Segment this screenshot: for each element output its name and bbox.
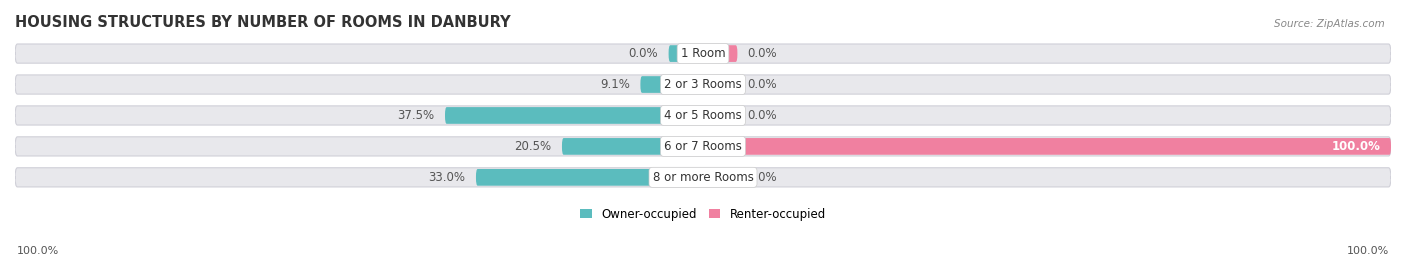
Text: 1 Room: 1 Room — [681, 47, 725, 60]
Text: 100.0%: 100.0% — [17, 246, 59, 256]
Text: 37.5%: 37.5% — [398, 109, 434, 122]
FancyBboxPatch shape — [15, 168, 1391, 187]
Text: 8 or more Rooms: 8 or more Rooms — [652, 171, 754, 184]
FancyBboxPatch shape — [15, 75, 1391, 94]
Text: 0.0%: 0.0% — [748, 78, 778, 91]
FancyBboxPatch shape — [703, 169, 737, 186]
FancyBboxPatch shape — [669, 45, 703, 62]
Text: HOUSING STRUCTURES BY NUMBER OF ROOMS IN DANBURY: HOUSING STRUCTURES BY NUMBER OF ROOMS IN… — [15, 15, 510, 30]
Text: 0.0%: 0.0% — [748, 109, 778, 122]
FancyBboxPatch shape — [15, 137, 1391, 156]
Text: 33.0%: 33.0% — [429, 171, 465, 184]
Text: 0.0%: 0.0% — [748, 171, 778, 184]
FancyBboxPatch shape — [562, 138, 703, 155]
Text: 9.1%: 9.1% — [600, 78, 630, 91]
FancyBboxPatch shape — [446, 107, 703, 124]
Legend: Owner-occupied, Renter-occupied: Owner-occupied, Renter-occupied — [579, 208, 827, 221]
Text: 0.0%: 0.0% — [748, 47, 778, 60]
FancyBboxPatch shape — [15, 44, 1391, 63]
FancyBboxPatch shape — [703, 138, 1391, 155]
FancyBboxPatch shape — [703, 45, 737, 62]
Text: 20.5%: 20.5% — [515, 140, 551, 153]
Text: 100.0%: 100.0% — [1347, 246, 1389, 256]
Text: 2 or 3 Rooms: 2 or 3 Rooms — [664, 78, 742, 91]
Text: 100.0%: 100.0% — [1331, 140, 1381, 153]
FancyBboxPatch shape — [640, 76, 703, 93]
FancyBboxPatch shape — [703, 76, 737, 93]
Text: 4 or 5 Rooms: 4 or 5 Rooms — [664, 109, 742, 122]
FancyBboxPatch shape — [703, 107, 737, 124]
Text: Source: ZipAtlas.com: Source: ZipAtlas.com — [1274, 19, 1385, 29]
FancyBboxPatch shape — [477, 169, 703, 186]
FancyBboxPatch shape — [15, 106, 1391, 125]
Text: 0.0%: 0.0% — [628, 47, 658, 60]
Text: 6 or 7 Rooms: 6 or 7 Rooms — [664, 140, 742, 153]
